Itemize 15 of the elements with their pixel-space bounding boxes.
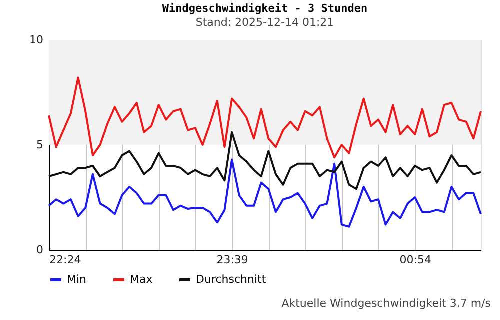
- y-tick-label: 0: [36, 244, 44, 256]
- y-tick-label: 10: [30, 34, 44, 46]
- legend-label: Max: [130, 273, 154, 286]
- x-tick-label: 23:39: [216, 254, 248, 266]
- line-series: [48, 76, 482, 159]
- y-tick-label: 5: [36, 138, 44, 152]
- legend-label: Min: [67, 273, 87, 286]
- line-series: [48, 131, 482, 190]
- chart-subtitle: Stand: 2025-12-14 01:21: [196, 16, 334, 29]
- x-tick-label: 00:54: [400, 254, 432, 266]
- text: Aktuelle Windgeschwindigkeit 3.7 m/s: [282, 297, 492, 310]
- line-series: [48, 158, 482, 228]
- chart-title: Windgeschwindigkeit - 3 Stunden: [162, 2, 368, 15]
- x-tick-label: 22:24: [50, 254, 82, 266]
- legend-label: Durchschnitt: [196, 273, 267, 286]
